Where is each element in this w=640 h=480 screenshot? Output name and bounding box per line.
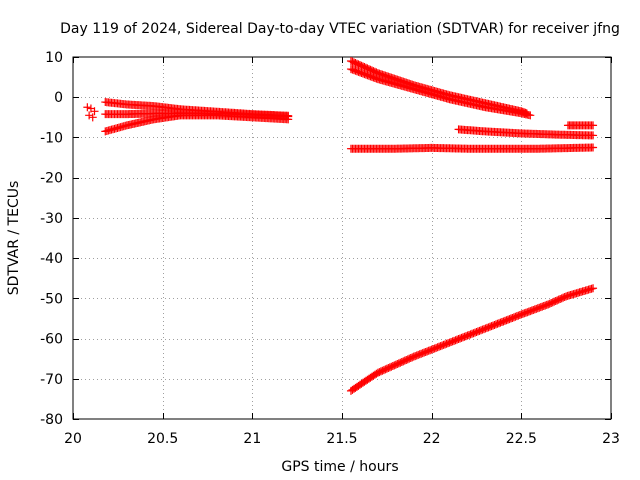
y-tick-label: 0 (54, 90, 63, 106)
x-tick-label: 21 (243, 431, 261, 447)
x-tick-label: 22 (423, 431, 441, 447)
y-tick-label: 10 (45, 50, 63, 66)
y-tick-label: -20 (40, 171, 63, 187)
series-sat-g (346, 143, 598, 153)
y-tick-label: -50 (40, 291, 63, 307)
y-tick-label: -80 (40, 412, 63, 428)
y-tick-label: -70 (40, 372, 63, 388)
data-point (589, 131, 598, 140)
data-point (90, 107, 99, 116)
data-layer (83, 57, 598, 395)
x-tick-label: 20 (64, 431, 82, 447)
series-sat-i (563, 121, 598, 130)
y-tick-label: -40 (40, 251, 63, 267)
x-axis-label: GPS time / hours (281, 459, 398, 475)
y-tick-label: -10 (40, 130, 63, 146)
series-sat-f (346, 65, 535, 120)
y-tick-label: -30 (40, 211, 63, 227)
series-sat-j (346, 284, 598, 395)
data-point (589, 121, 598, 130)
series-sat-a (83, 103, 99, 122)
data-point (526, 111, 535, 120)
series-sat-d (101, 111, 293, 136)
x-tick-label: 22.5 (506, 431, 537, 447)
data-point (85, 111, 94, 120)
series-sat-h (454, 125, 598, 140)
tick-layer: 20 20.5 21 21.5 22 22.5 23 10 0 -10 -20 -30 -40 -50 -6… (40, 50, 620, 447)
chart-title: Day 119 of 2024, Sidereal Day-to-day VTE… (60, 21, 620, 37)
x-tick-label: 23 (602, 431, 620, 447)
x-tick-label: 21.5 (326, 431, 357, 447)
x-tick-label: 20.5 (147, 431, 178, 447)
data-point (284, 115, 293, 124)
data-point (83, 103, 92, 112)
grid-layer (73, 57, 611, 419)
data-point (589, 143, 598, 152)
y-tick-label: -60 (40, 332, 63, 348)
data-point (88, 113, 97, 122)
data-point (589, 284, 598, 293)
y-axis-label: SDTVAR / TECUs (6, 181, 22, 296)
